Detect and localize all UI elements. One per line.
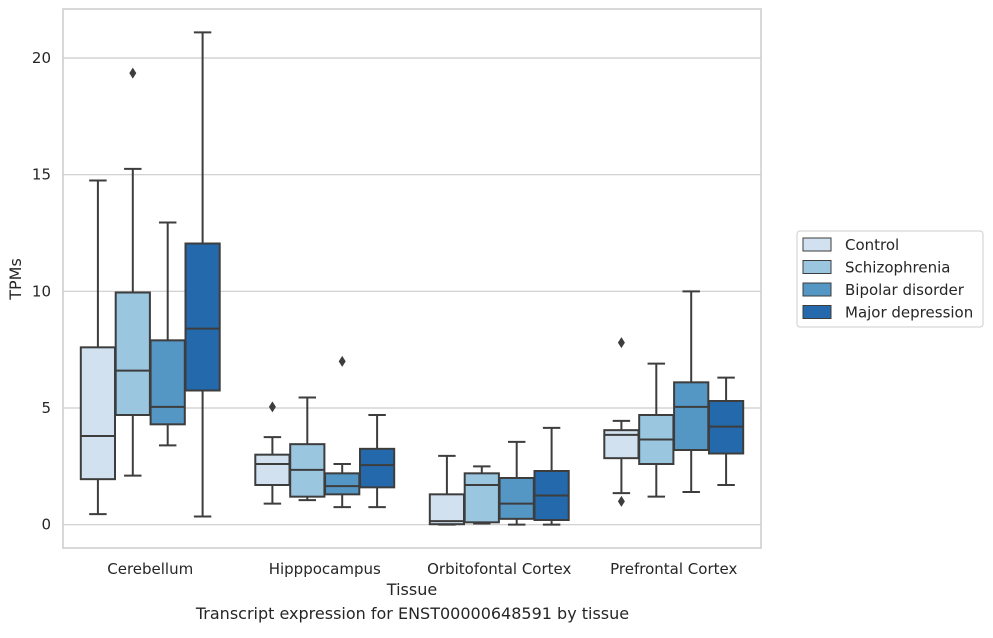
box-group	[114, 67, 151, 477]
outlier-point	[617, 337, 625, 349]
box-group	[673, 290, 710, 493]
x-tick-label: Orbitofontal Cortex	[427, 560, 571, 578]
box-group	[533, 426, 570, 526]
outlier-point	[338, 355, 346, 367]
box-group	[707, 376, 745, 486]
legend-swatch	[802, 260, 832, 274]
box	[254, 453, 291, 486]
plot-frame	[62, 8, 762, 549]
box	[184, 242, 221, 392]
y-axis-label: TPMs	[6, 258, 25, 301]
box	[324, 472, 361, 496]
legend-label: Major depression	[845, 304, 973, 322]
legend-label: Schizophrenia	[845, 259, 950, 277]
box	[673, 381, 710, 452]
box-group	[254, 401, 291, 505]
legend-frame	[796, 230, 984, 328]
box-group	[184, 31, 221, 518]
x-tick-label: Hipppocampus	[269, 560, 381, 578]
y-tick-label: 10	[32, 282, 51, 300]
box-group	[358, 414, 396, 509]
y-tick-label: 15	[32, 166, 51, 184]
x-tick-label: Prefrontal Cortex	[610, 560, 737, 578]
box	[149, 339, 186, 426]
legend-label: Bipolar disorder	[845, 281, 965, 299]
x-axis-label: Tissue	[386, 580, 437, 599]
y-tick-label: 5	[41, 399, 51, 417]
legend-label: Control	[845, 236, 899, 254]
box-group	[289, 396, 326, 502]
box	[79, 346, 117, 481]
axes: 0 5 10 15 20 Cerebellum Hipppocampus Orbitofont…	[32, 8, 762, 578]
box	[463, 472, 500, 524]
box-group	[428, 454, 466, 526]
box	[428, 493, 466, 526]
y-tick-label: 20	[32, 49, 51, 67]
box-group	[79, 179, 117, 516]
box-group	[149, 221, 186, 447]
box-group	[638, 362, 675, 498]
box-group	[603, 337, 640, 507]
box-group	[498, 440, 535, 526]
box	[114, 291, 151, 416]
legend-swatch	[802, 305, 832, 319]
box	[498, 477, 535, 520]
outlier-point	[268, 401, 276, 413]
axis-labels: TPMs Tissue	[6, 258, 437, 599]
box-group	[463, 465, 500, 525]
y-tick-label: 0	[41, 516, 51, 534]
x-tick-label: Cerebellum	[107, 560, 193, 578]
chart-caption: Transcript expression for ENST0000064859…	[195, 604, 630, 623]
box-group	[324, 355, 361, 509]
legend-swatch	[802, 237, 832, 252]
box	[358, 447, 396, 489]
legend-swatch	[802, 282, 832, 297]
outlier-point	[129, 67, 137, 79]
legend: Control Schizophrenia Bipolar disorder Majo…	[796, 230, 984, 328]
box-groups	[79, 31, 745, 526]
outlier-point	[617, 495, 625, 507]
